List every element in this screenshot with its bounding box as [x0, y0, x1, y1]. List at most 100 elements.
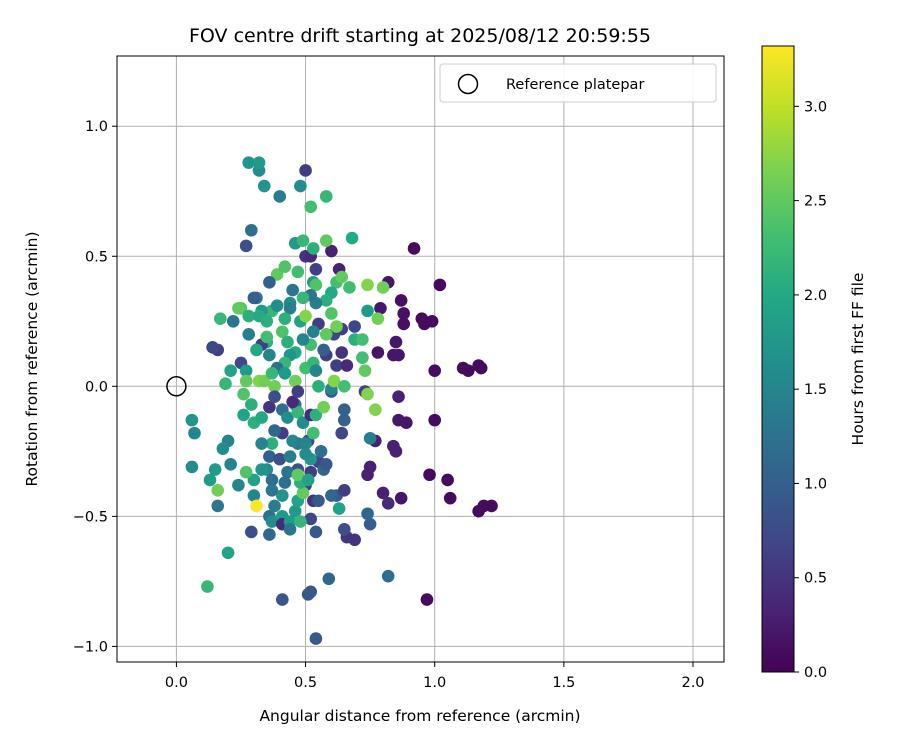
data-point	[226, 314, 240, 328]
data-point	[281, 335, 294, 349]
data-point	[257, 179, 271, 193]
y-tick-label: −1.0	[73, 639, 108, 655]
x-tick-label: 0.5	[294, 675, 317, 691]
data-point	[397, 307, 411, 320]
data-point	[330, 320, 343, 333]
data-point	[265, 484, 279, 497]
data-point	[237, 387, 250, 401]
data-point	[381, 569, 395, 583]
data-point	[433, 278, 447, 292]
data-point	[294, 179, 307, 193]
data-point	[263, 450, 276, 463]
data-point	[283, 301, 297, 315]
data-point	[332, 502, 346, 515]
data-point	[206, 340, 219, 354]
data-point	[239, 364, 253, 378]
data-point	[304, 200, 318, 214]
data-point	[270, 299, 284, 312]
data-point	[314, 445, 328, 458]
y-tick-label: −0.5	[73, 509, 108, 525]
data-point	[255, 463, 268, 476]
data-point	[441, 473, 454, 487]
data-point	[278, 476, 292, 489]
data-point	[239, 465, 253, 479]
data-point	[273, 452, 287, 466]
data-point	[270, 268, 284, 281]
data-point	[250, 343, 263, 357]
colorbar-tick-label: 0.5	[804, 571, 827, 587]
data-point	[211, 484, 225, 497]
data-point	[363, 432, 377, 445]
data-point	[245, 525, 258, 539]
data-point	[348, 320, 361, 333]
colorbar-tick-label: 1.5	[804, 382, 827, 398]
data-point	[276, 325, 289, 338]
data-point	[185, 413, 199, 427]
data-point	[394, 491, 408, 505]
data-point	[265, 473, 279, 487]
data-point	[338, 523, 351, 536]
data-point	[423, 468, 436, 482]
data-point	[276, 593, 289, 606]
data-point	[208, 463, 222, 476]
data-point	[338, 413, 351, 427]
data-point	[299, 447, 312, 461]
data-point	[224, 458, 237, 471]
x-tick-label: 1.5	[552, 675, 575, 691]
colorbar-ticks: 0.0 0.5 1.0 1.5 2.0 2.5 3.0	[794, 99, 827, 681]
data-point	[214, 312, 227, 325]
data-point	[232, 301, 245, 315]
data-point	[443, 491, 457, 505]
data-point	[312, 380, 325, 393]
data-point	[317, 400, 330, 414]
data-point	[461, 364, 475, 378]
data-point	[387, 348, 400, 362]
data-point	[203, 473, 217, 487]
data-point	[296, 234, 310, 247]
data-point	[237, 408, 250, 422]
data-point	[278, 367, 292, 380]
y-tick-label: 0.5	[85, 249, 108, 265]
data-point	[304, 512, 318, 526]
data-point	[260, 330, 274, 344]
data-point	[255, 411, 268, 424]
data-point	[268, 499, 281, 513]
data-point	[371, 312, 385, 325]
data-point	[381, 497, 395, 510]
data-point	[418, 317, 431, 331]
data-point	[392, 390, 405, 404]
data-point	[265, 437, 279, 450]
data-point	[389, 445, 403, 458]
data-point	[296, 291, 310, 305]
data-point	[257, 374, 271, 388]
data-point	[319, 294, 333, 307]
data-point	[376, 281, 390, 294]
y-tick-label: 0.0	[85, 379, 108, 395]
data-point	[296, 333, 310, 346]
data-point	[247, 291, 261, 305]
data-point	[368, 403, 382, 417]
data-point	[428, 364, 442, 378]
data-point	[211, 499, 225, 513]
colorbar-tick-label: 3.0	[804, 99, 827, 115]
data-point	[307, 325, 320, 338]
data-point	[356, 333, 369, 346]
x-axis-label: Angular distance from reference (arcmin)	[259, 707, 580, 725]
data-point	[301, 473, 315, 487]
data-point	[309, 408, 323, 422]
data-point	[397, 317, 411, 331]
data-point	[299, 309, 312, 323]
data-point	[335, 346, 349, 359]
data-point	[335, 426, 349, 440]
data-point	[474, 361, 488, 375]
data-point	[245, 223, 258, 237]
data-point	[242, 309, 256, 323]
data-point	[343, 281, 356, 294]
data-point	[389, 335, 403, 349]
colorbar-tick-label: 0.0	[804, 665, 827, 681]
colorbar-tick-label: 2.0	[804, 288, 827, 304]
data-point	[374, 301, 387, 315]
data-point	[319, 190, 333, 203]
data-point	[338, 403, 351, 417]
y-axis-label: Rotation from reference (arcmin)	[23, 231, 41, 486]
